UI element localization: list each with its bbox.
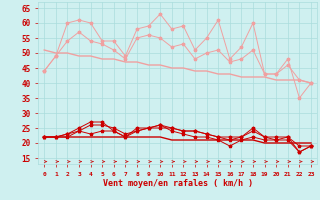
X-axis label: Vent moyen/en rafales ( km/h ): Vent moyen/en rafales ( km/h ) [103, 179, 252, 188]
